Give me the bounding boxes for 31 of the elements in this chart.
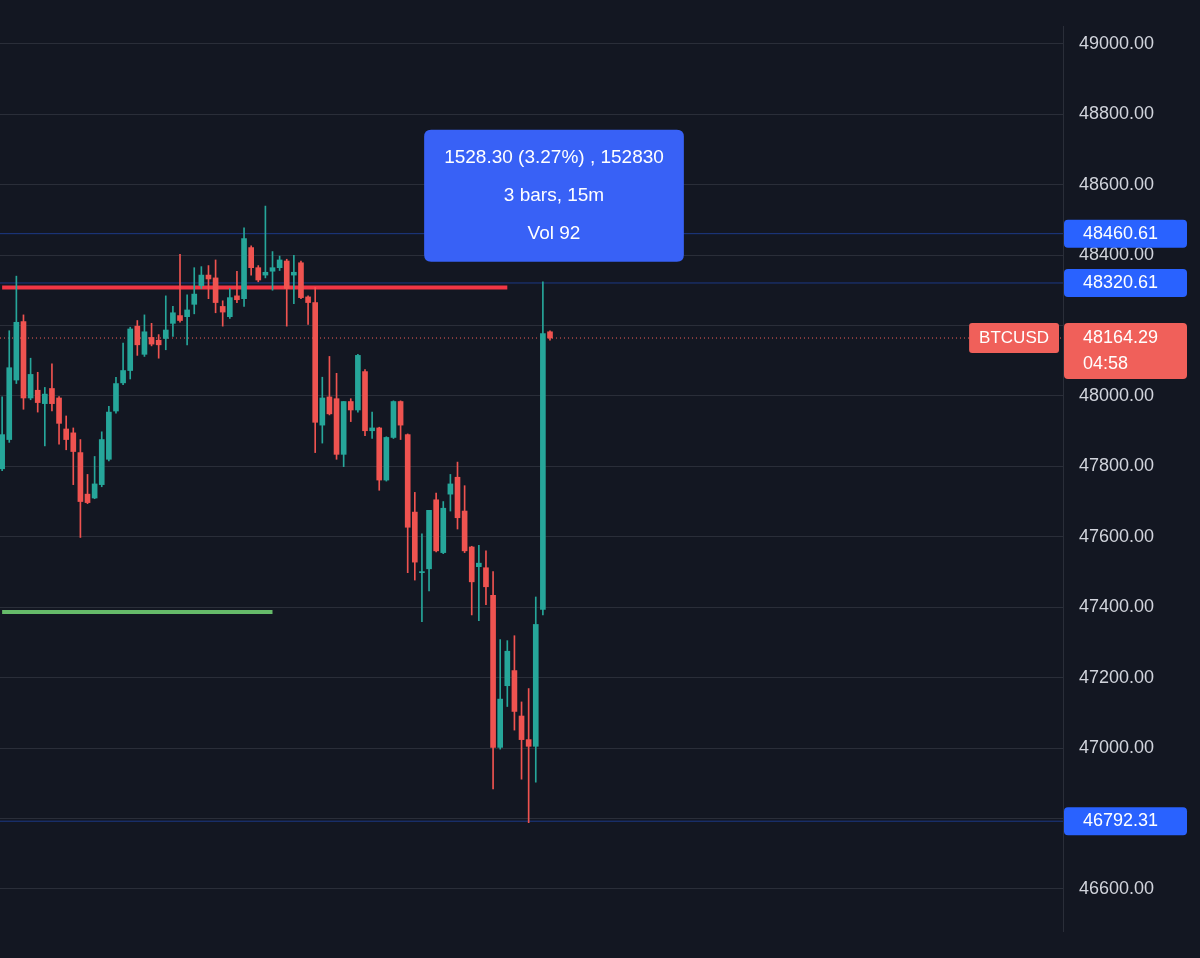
ref-line-label: BTCUSD xyxy=(979,327,1050,347)
candlestick xyxy=(162,295,169,351)
candlestick xyxy=(42,387,48,447)
annotation: 3 bars, 15m xyxy=(503,184,605,206)
candlestick xyxy=(234,270,240,303)
candlestick xyxy=(219,300,226,327)
ref-line-label: 46792.31 xyxy=(1083,810,1159,831)
candlestick xyxy=(419,533,425,622)
y-tick-label: 48600.00 xyxy=(1079,173,1155,194)
y-tick-label: 47600.00 xyxy=(1079,525,1155,546)
annotation: 1528.30 (3.27%) , 152830 xyxy=(444,146,664,168)
y-tick-label: 47800.00 xyxy=(1079,455,1155,476)
y-tick-label: 48800.00 xyxy=(1079,103,1155,124)
candlestick xyxy=(191,267,198,315)
candlestick xyxy=(177,253,183,323)
y-tick-label: 49000.00 xyxy=(1079,32,1155,53)
candlestick xyxy=(476,544,482,621)
ref-line-label: 48320.61 xyxy=(1083,271,1159,292)
text: 48164.29 xyxy=(1083,326,1159,347)
y-tick-label: 48400.00 xyxy=(1079,243,1155,264)
candlestick xyxy=(184,294,190,346)
y-tick-label: 47000.00 xyxy=(1079,737,1155,758)
ref-line-label: 48460.61 xyxy=(1083,222,1159,243)
annotation: Vol 92 xyxy=(527,222,581,244)
y-tick-label: 46600.00 xyxy=(1079,877,1155,898)
y-tick-label: 48000.00 xyxy=(1079,384,1155,405)
y-tick-label: 47400.00 xyxy=(1079,596,1155,617)
text: 04:58 xyxy=(1083,352,1129,373)
candlestick xyxy=(369,411,375,439)
y-tick-label: 47200.00 xyxy=(1079,666,1155,687)
candlestick xyxy=(291,255,297,304)
